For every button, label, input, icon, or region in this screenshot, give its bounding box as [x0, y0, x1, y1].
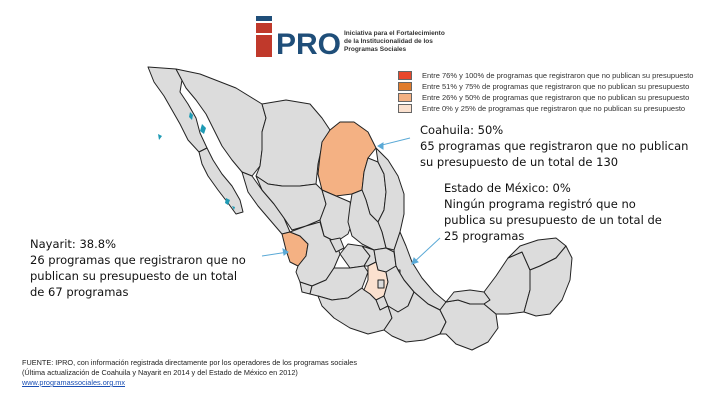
source-link[interactable]: www.programassociales.org.mx: [22, 378, 126, 387]
legend-item: Entre 0% y 25% de programas que registra…: [398, 103, 718, 114]
annotation-line: 26 programas que registraron que no: [30, 253, 246, 267]
state-quintana-roo: [523, 245, 573, 317]
annotation-line: publican su presupuesto de un total: [30, 269, 238, 283]
annotation-line: 65 programas que registraron que no publ…: [420, 139, 689, 153]
legend-label: Entre 51% y 75% de programas que registr…: [422, 82, 690, 91]
legend-label: Entre 0% y 25% de programas que registra…: [422, 104, 686, 113]
annotation-line: publica su presupuesto de un total de: [444, 213, 662, 227]
legend-label: Entre 76% y 100% de programas que regist…: [422, 71, 694, 80]
island-tiburon: [200, 124, 206, 134]
logo-mark: PRO: [256, 16, 341, 61]
annotation-coahuila: Coahuila: 50% 65 programas que registrar…: [420, 122, 688, 170]
ipro-logo: PRO Iniciativa para el Fortalecimiento d…: [252, 10, 492, 61]
annotation-line: 25 programas: [444, 229, 525, 243]
island-angel-de-la-guarda: [189, 112, 193, 120]
logo-wordmark: PRO: [276, 28, 341, 60]
legend-swatch: [398, 104, 412, 113]
annotation-line: su presupuesto de un total de 130: [420, 155, 619, 169]
annotation-title: Nayarit: 38.8%: [30, 237, 116, 251]
annotation-line: Ningún programa registró que no: [444, 197, 636, 211]
state-cdmx: [377, 279, 385, 289]
legend-swatch: [398, 93, 412, 102]
legend-item: Entre 76% y 100% de programas que regist…: [398, 70, 718, 81]
source-text: FUENTE: IPRO, con información registrada…: [22, 358, 357, 377]
callout-arrows: [261, 137, 441, 265]
annotation-title: Coahuila: 50%: [420, 123, 504, 137]
mexico-states: [147, 66, 573, 351]
source-note: FUENTE: IPRO, con información registrada…: [22, 358, 362, 388]
islands: [158, 112, 235, 210]
legend-item: Entre 26% y 50% de programas que registr…: [398, 92, 718, 103]
state-baja-california-sur: [198, 147, 244, 215]
state-guerrero: [317, 287, 393, 335]
arrow-edomex: [411, 237, 441, 265]
island-revillagigedo: [158, 134, 162, 140]
island-south: [232, 206, 235, 210]
state-zacatecas: [319, 189, 355, 243]
legend: Entre 76% y 100% de programas que regist…: [398, 70, 718, 114]
annotation-title: Estado de México: 0%: [444, 181, 571, 195]
legend-swatch: [398, 71, 412, 80]
legend-item: Entre 51% y 75% de programas que registr…: [398, 81, 718, 92]
logo-tagline: Iniciativa para el Fortalecimiento de la…: [344, 30, 445, 53]
state-aguascalientes: [329, 237, 345, 253]
state-michoacan: [309, 265, 369, 301]
annotation-nayarit: Nayarit: 38.8% 26 programas que registra…: [30, 236, 246, 300]
annotation-line: de 67 programas: [30, 285, 129, 299]
legend-label: Entre 26% y 50% de programas que registr…: [422, 93, 690, 102]
legend-swatch: [398, 82, 412, 91]
state-campeche: [483, 251, 531, 315]
annotation-edomex: Estado de México: 0% Ningún programa reg…: [444, 180, 662, 244]
island-cedros: [225, 198, 230, 205]
